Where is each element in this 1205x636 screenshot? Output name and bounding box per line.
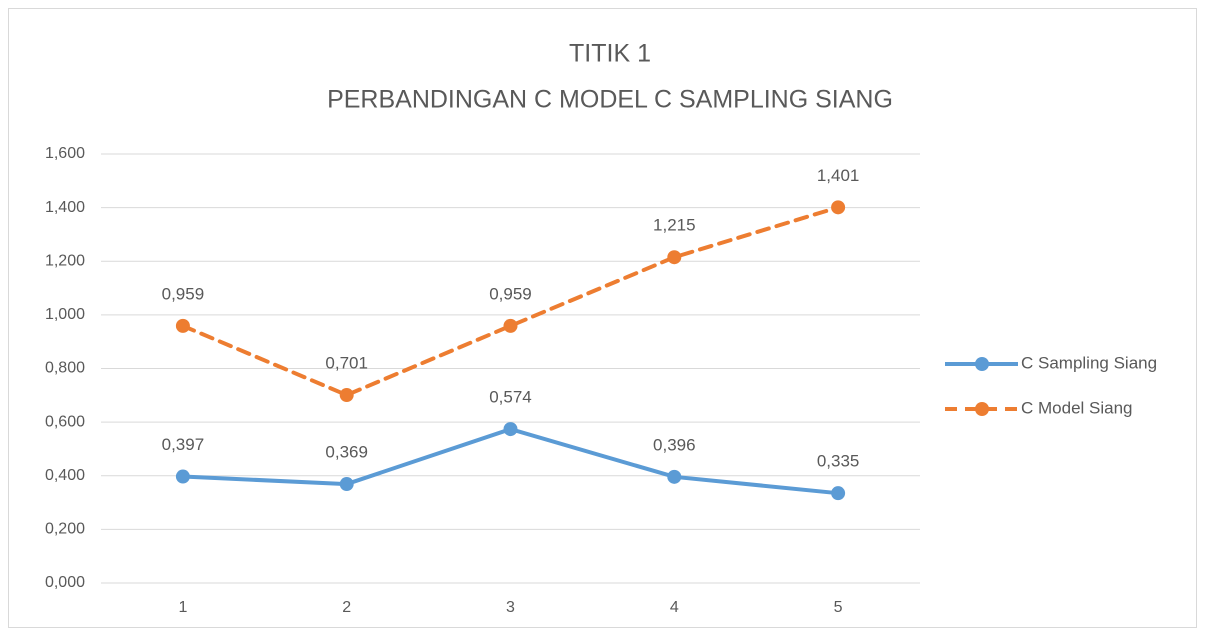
chart-title: TITIK 1 [569,40,651,68]
x-tick-label: 4 [670,599,679,616]
y-tick-label: 1,600 [45,145,85,162]
y-tick-label: 1,200 [45,252,85,269]
series-marker [503,318,518,333]
chart-border [8,8,1197,628]
legend-marker [975,402,989,416]
data-label: 1,215 [653,216,696,235]
y-tick-label: 1,000 [45,306,85,323]
series-marker [175,318,190,333]
y-tick-label: 0,400 [45,467,85,484]
series-marker [831,486,846,501]
y-tick-label: 0,800 [45,360,85,377]
x-tick-label: 5 [834,599,843,616]
data-label: 0,959 [489,284,532,303]
series-marker [667,250,682,265]
legend-marker [975,357,989,371]
series-marker [339,388,354,403]
series-marker [175,469,190,484]
chart-subtitle: PERBANDINGAN C MODEL C SAMPLING SIANG [327,86,893,114]
legend-label: C Sampling Siang [1021,353,1157,372]
data-label: 1,401 [817,166,860,185]
series-marker [667,469,682,484]
series-marker [831,200,846,215]
data-label: 0,369 [325,443,368,462]
x-tick-label: 2 [342,599,351,616]
data-label: 0,396 [653,435,696,454]
series-marker [503,422,518,437]
legend-label: C Model Siang [1021,398,1133,417]
series-line [180,205,841,398]
y-tick-label: 1,400 [45,199,85,216]
data-label: 0,335 [817,452,860,471]
y-tick-label: 0,600 [45,413,85,430]
data-label: 0,574 [489,388,532,407]
x-tick-label: 3 [506,599,515,616]
x-tick-label: 1 [178,599,187,616]
y-tick-label: 0,000 [45,574,85,591]
series-marker [339,477,354,492]
y-tick-label: 0,200 [45,521,85,538]
data-label: 0,701 [325,354,368,373]
data-label: 0,397 [162,435,205,454]
data-label: 0,959 [162,284,205,303]
